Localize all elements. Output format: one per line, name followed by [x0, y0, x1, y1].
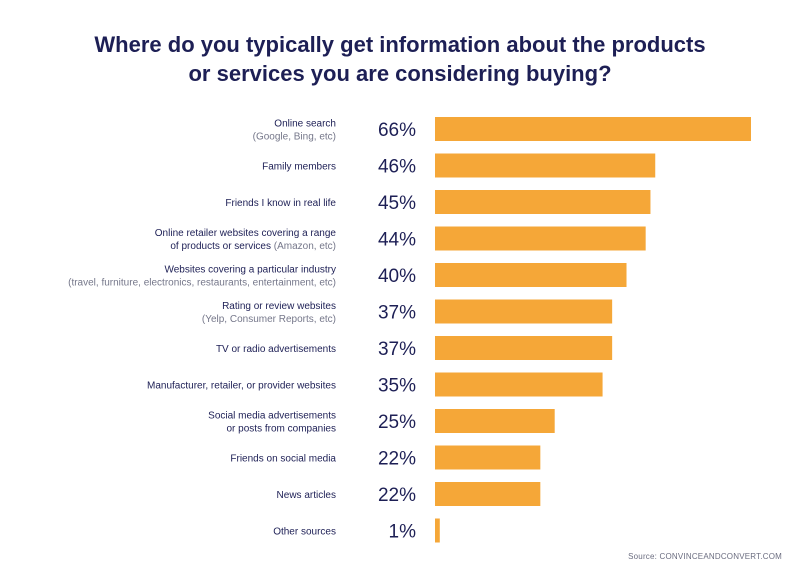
- value-label: 44%: [378, 230, 416, 251]
- category-label: Websites covering a particular industry: [164, 265, 336, 276]
- value-label: 45%: [378, 193, 416, 214]
- category-label: Rating or review websites: [222, 301, 336, 312]
- bar: [435, 226, 646, 251]
- bar: [435, 445, 541, 470]
- bar: [435, 299, 613, 324]
- value-label: 37%: [378, 303, 416, 324]
- chart-title: Where do you typically get information a…: [0, 30, 800, 88]
- bar: [435, 372, 603, 397]
- bar: [435, 518, 440, 543]
- value-label: 66%: [378, 120, 416, 141]
- category-sublabel: (travel, furniture, electronics, restaur…: [68, 278, 336, 289]
- category-sublabel: (Yelp, Consumer Reports, etc): [202, 314, 336, 325]
- category-label: Online search: [274, 119, 336, 130]
- value-label: 40%: [378, 266, 416, 287]
- category-label: Family members: [262, 162, 336, 173]
- category-label: TV or radio advertisements: [216, 344, 336, 355]
- category-label-part: of products or services: [170, 241, 273, 252]
- category-label: of products or services (Amazon, etc): [170, 241, 336, 252]
- chart-title-line-1: Where do you typically get information a…: [94, 32, 706, 57]
- bar: [435, 117, 751, 141]
- bar: [435, 336, 613, 360]
- value-label: 46%: [378, 157, 416, 178]
- category-label: Other sources: [273, 527, 336, 538]
- value-label: 1%: [389, 522, 417, 543]
- category-sublabel: (Google, Bing, etc): [253, 132, 336, 143]
- value-label: 25%: [378, 412, 416, 433]
- category-label: Social media advertisements: [208, 411, 336, 422]
- value-label: 22%: [378, 485, 416, 506]
- bar: [435, 409, 555, 433]
- bar: [435, 190, 651, 214]
- bar: [435, 482, 541, 506]
- bar: [435, 263, 627, 287]
- category-label: Manufacturer, retailer, or provider webs…: [147, 381, 336, 392]
- category-label: Online retailer websites covering a rang…: [155, 228, 337, 239]
- category-label: or posts from companies: [227, 424, 337, 435]
- bar: [435, 153, 656, 178]
- category-sublabel: (Amazon, etc): [274, 241, 336, 252]
- value-label: 22%: [378, 449, 416, 470]
- chart-title-line-2: or services you are considering buying?: [188, 61, 612, 86]
- value-label: 37%: [378, 339, 416, 360]
- category-label: News articles: [277, 490, 336, 501]
- source-note: Source: CONVINCEANDCONVERT.COM: [628, 552, 782, 561]
- value-label: 35%: [378, 376, 416, 397]
- category-label: Friends I know in real life: [225, 198, 336, 209]
- category-label: Friends on social media: [230, 454, 336, 465]
